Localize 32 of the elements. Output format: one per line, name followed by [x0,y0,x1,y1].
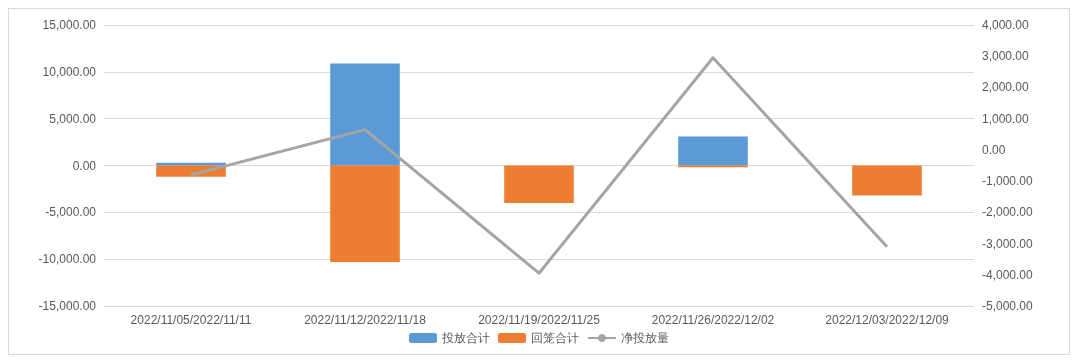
y2-tick-label: 3,000.00 [982,49,1030,64]
bar [852,165,922,196]
y-tick-label: -10,000.00 [38,252,97,267]
bar [330,63,400,166]
y-tick-label: 10,000.00 [42,64,97,79]
y2-tick-label: 0.00 [982,142,1006,157]
bar [156,162,226,166]
x-tick-label: 2022/11/12/2022/11/18 [304,313,427,327]
x-tick-label: 2022/11/26/2022/12/02 [651,313,775,327]
y2-tick-label: 2,000.00 [982,80,1030,95]
y2-tick-label: -5,000.00 [982,299,1034,313]
y2-tick-label: 4,000.00 [982,18,1030,32]
y-tick-label: 0.00 [72,158,97,173]
legend-label: 净投放量 [621,331,669,345]
bar [504,165,574,203]
y-tick-label: 15,000.00 [42,18,97,32]
legend-label: 回笼合计 [531,331,579,345]
y2-tick-label: -4,000.00 [982,267,1034,282]
x-tick-label: 2022/12/03/2022/12/09 [825,313,950,327]
y2-tick-label: -3,000.00 [982,236,1034,251]
legend-label: 投放合计 [441,331,490,345]
y2-tick-label: 1,000.00 [982,111,1030,126]
bar [330,165,400,262]
y-tick-label: -5,000.00 [45,205,97,220]
y-tick-label: 5,000.00 [49,111,97,126]
x-tick-label: 2022/11/19/2022/11/25 [478,313,601,327]
line-series [189,56,889,275]
y-tick-label: -15,000.00 [38,299,97,313]
bar [678,136,748,166]
x-tick-label: 2022/11/05/2022/11/11 [130,313,252,327]
y2-tick-label: -1,000.00 [982,174,1034,189]
y2-tick-label: -2,000.00 [982,205,1034,220]
